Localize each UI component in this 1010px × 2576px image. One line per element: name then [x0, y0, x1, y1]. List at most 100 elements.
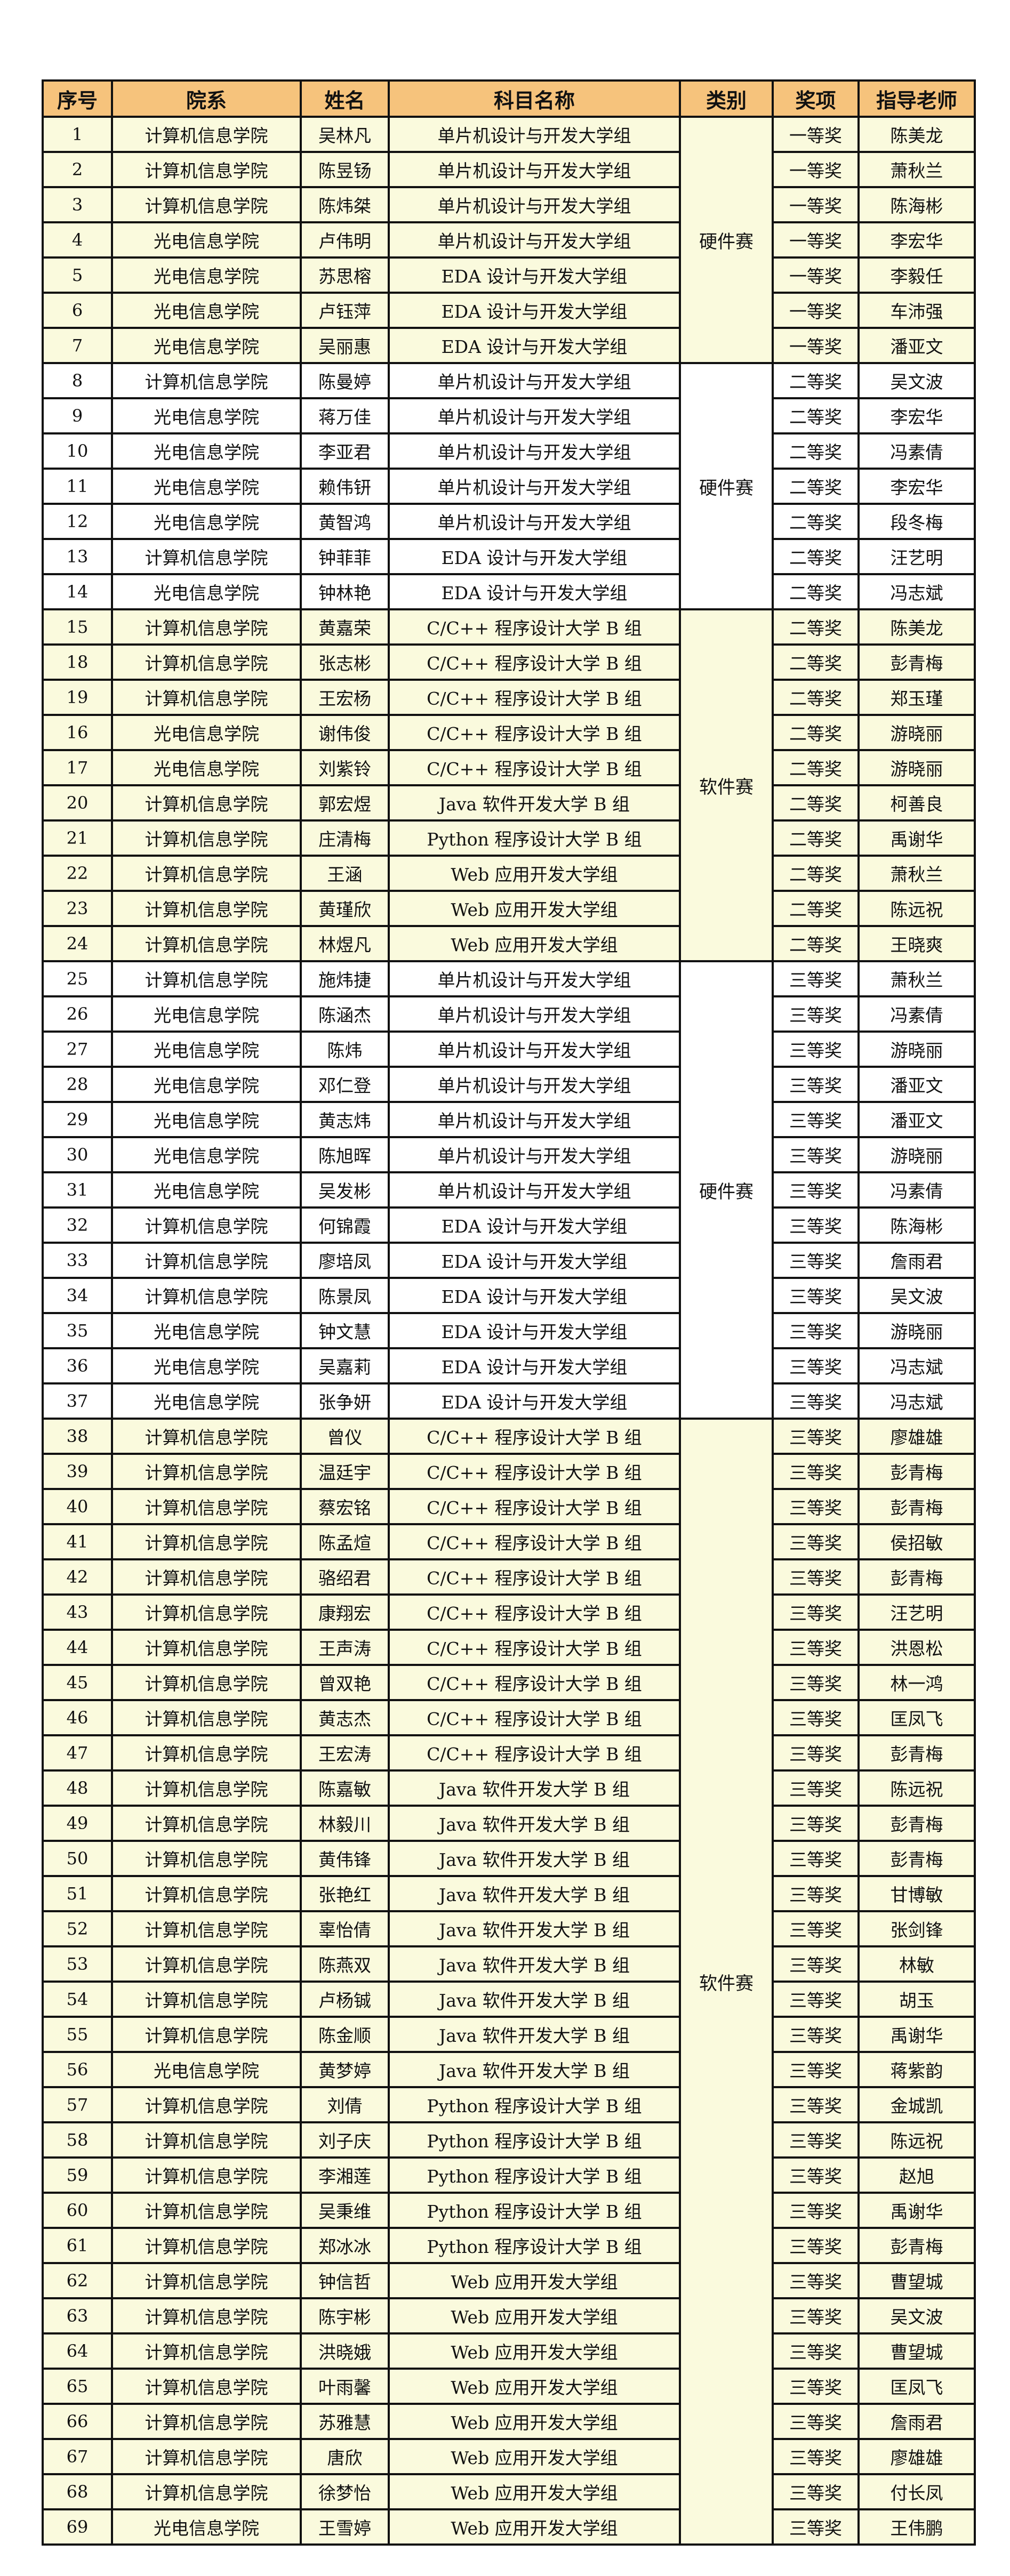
cell-advisor: 陈远祝	[857, 1769, 976, 1807]
cell-department: 计算机信息学院	[111, 1664, 302, 1701]
cell-department: 光电信息学院	[111, 1382, 302, 1420]
cell-department: 计算机信息学院	[111, 2297, 302, 2334]
table-row: 19 计算机信息学院 王宏杨 C/C++ 程序设计大学 B 组 二等奖 郑玉瑾	[42, 679, 976, 716]
cell-advisor: 李宏华	[857, 221, 976, 259]
cell-department: 光电信息学院	[111, 327, 302, 364]
cell-advisor: 赵旭	[857, 2156, 976, 2194]
cell-index: 26	[42, 995, 113, 1033]
cell-department: 光电信息学院	[111, 432, 302, 470]
cell-award: 二等奖	[772, 503, 860, 540]
cell-advisor: 冯素倩	[857, 995, 976, 1033]
cell-subject: Python 程序设计大学 B 组	[388, 819, 681, 857]
cell-department: 光电信息学院	[111, 1031, 302, 1068]
cell-index: 48	[42, 1769, 113, 1807]
cell-department: 光电信息学院	[111, 995, 302, 1033]
cell-subject: 单片机设计与开发大学组	[388, 1066, 681, 1103]
cell-name: 林毅川	[300, 1805, 390, 1842]
cell-name: 陈涵杰	[300, 995, 390, 1033]
cell-index: 39	[42, 1453, 113, 1490]
cell-subject: C/C++ 程序设计大学 B 组	[388, 1523, 681, 1560]
cell-award: 三等奖	[772, 1066, 860, 1103]
cell-advisor: 蒋紫韵	[857, 2051, 976, 2088]
cell-subject: Python 程序设计大学 B 组	[388, 2121, 681, 2159]
cell-subject: C/C++ 程序设计大学 B 组	[388, 714, 681, 751]
table-row: 46 计算机信息学院 黄志杰 C/C++ 程序设计大学 B 组 三等奖 匡凤飞	[42, 1699, 976, 1736]
cell-subject: EDA 设计与开发大学组	[388, 327, 681, 364]
cell-index: 49	[42, 1805, 113, 1842]
cell-department: 计算机信息学院	[111, 855, 302, 892]
table-row: 58 计算机信息学院 刘子庆 Python 程序设计大学 B 组 三等奖 陈远祝	[42, 2121, 976, 2159]
cell-index: 65	[42, 2368, 113, 2405]
cell-award: 二等奖	[772, 925, 860, 962]
cell-subject: EDA 设计与开发大学组	[388, 292, 681, 329]
cell-subject: 单片机设计与开发大学组	[388, 221, 681, 259]
cell-subject: Web 应用开发大学组	[388, 855, 681, 892]
cell-advisor: 李宏华	[857, 468, 976, 505]
cell-name: 辜怡倩	[300, 1910, 390, 1947]
cell-index: 59	[42, 2156, 113, 2194]
cell-subject: Web 应用开发大学组	[388, 925, 681, 962]
cell-advisor: 萧秋兰	[857, 960, 976, 997]
cell-department: 光电信息学院	[111, 1101, 302, 1138]
cell-advisor: 游晓丽	[857, 1312, 976, 1349]
cell-advisor: 游晓丽	[857, 1031, 976, 1068]
cell-advisor: 汪艺明	[857, 538, 976, 575]
cell-advisor: 冯志斌	[857, 1382, 976, 1420]
cell-subject: Web 应用开发大学组	[388, 2368, 681, 2405]
cell-department: 光电信息学院	[111, 1171, 302, 1209]
cell-subject: Python 程序设计大学 B 组	[388, 2192, 681, 2229]
cell-advisor: 曹望城	[857, 2262, 976, 2299]
cell-name: 洪晓娥	[300, 2332, 390, 2370]
cell-index: 13	[42, 538, 113, 575]
cell-index: 23	[42, 890, 113, 927]
cell-name: 王声涛	[300, 1629, 390, 1666]
table-row: 56 光电信息学院 黄梦婷 Java 软件开发大学 B 组 三等奖 蒋紫韵	[42, 2051, 976, 2088]
cell-award: 三等奖	[772, 1277, 860, 1314]
table-row: 20 计算机信息学院 郭宏煜 Java 软件开发大学 B 组 二等奖 柯善良	[42, 784, 976, 822]
cell-advisor: 潘亚文	[857, 1101, 976, 1138]
cell-award: 三等奖	[772, 1840, 860, 1877]
cell-award: 一等奖	[772, 186, 860, 223]
cell-subject: C/C++ 程序设计大学 B 组	[388, 1558, 681, 1596]
table-row: 39 计算机信息学院 温廷宇 C/C++ 程序设计大学 B 组 三等奖 彭青梅	[42, 1453, 976, 1490]
table-row: 60 计算机信息学院 吴秉维 Python 程序设计大学 B 组 三等奖 禹谢华	[42, 2192, 976, 2229]
table-row: 26 光电信息学院 陈涵杰 单片机设计与开发大学组 三等奖 冯素倩	[42, 995, 976, 1033]
cell-name: 卢杨铖	[300, 1981, 390, 2018]
cell-name: 陈曼婷	[300, 362, 390, 399]
cell-name: 刘紫铃	[300, 749, 390, 786]
cell-advisor: 张剑锋	[857, 1910, 976, 1947]
cell-index: 24	[42, 925, 113, 962]
cell-advisor: 冯志斌	[857, 573, 976, 610]
cell-award: 二等奖	[772, 432, 860, 470]
cell-advisor: 游晓丽	[857, 749, 976, 786]
table-row: 10 光电信息学院 李亚君 单片机设计与开发大学组 二等奖 冯素倩	[42, 432, 976, 470]
cell-advisor: 陈美龙	[857, 116, 976, 153]
table-row: 52 计算机信息学院 辜怡倩 Java 软件开发大学 B 组 三等奖 张剑锋	[42, 1910, 976, 1947]
cell-name: 吴发彬	[300, 1171, 390, 1209]
table-row: 57 计算机信息学院 刘倩 Python 程序设计大学 B 组 三等奖 金城凯	[42, 2086, 976, 2123]
table-row: 37 光电信息学院 张争妍 EDA 设计与开发大学组 三等奖 冯志斌	[42, 1382, 976, 1420]
cell-award: 三等奖	[772, 2438, 860, 2475]
cell-department: 计算机信息学院	[111, 151, 302, 188]
cell-name: 骆绍君	[300, 1558, 390, 1596]
header-category: 类别	[679, 79, 774, 118]
cell-department: 光电信息学院	[111, 1066, 302, 1103]
cell-subject: Java 软件开发大学 B 组	[388, 1981, 681, 2018]
cell-name: 廖培凤	[300, 1242, 390, 1279]
table-row: 55 计算机信息学院 陈金顺 Java 软件开发大学 B 组 三等奖 禹谢华	[42, 2016, 976, 2053]
cell-index: 54	[42, 1981, 113, 2018]
cell-subject: C/C++ 程序设计大学 B 组	[388, 1629, 681, 1666]
cell-subject: 单片机设计与开发大学组	[388, 432, 681, 470]
table-row: 49 计算机信息学院 林毅川 Java 软件开发大学 B 组 三等奖 彭青梅	[42, 1805, 976, 1842]
cell-advisor: 萧秋兰	[857, 855, 976, 892]
cell-department: 计算机信息学院	[111, 1840, 302, 1877]
table-row: 14 光电信息学院 钟林艳 EDA 设计与开发大学组 二等奖 冯志斌	[42, 573, 976, 610]
table-row: 36 光电信息学院 吴嘉莉 EDA 设计与开发大学组 三等奖 冯志斌	[42, 1347, 976, 1384]
cell-name: 黄瑾欣	[300, 890, 390, 927]
cell-subject: EDA 设计与开发大学组	[388, 1277, 681, 1314]
cell-award: 一等奖	[772, 116, 860, 153]
cell-department: 计算机信息学院	[111, 925, 302, 962]
cell-advisor: 彭青梅	[857, 1840, 976, 1877]
cell-subject: Java 软件开发大学 B 组	[388, 1875, 681, 1912]
cell-name: 吴秉维	[300, 2192, 390, 2229]
